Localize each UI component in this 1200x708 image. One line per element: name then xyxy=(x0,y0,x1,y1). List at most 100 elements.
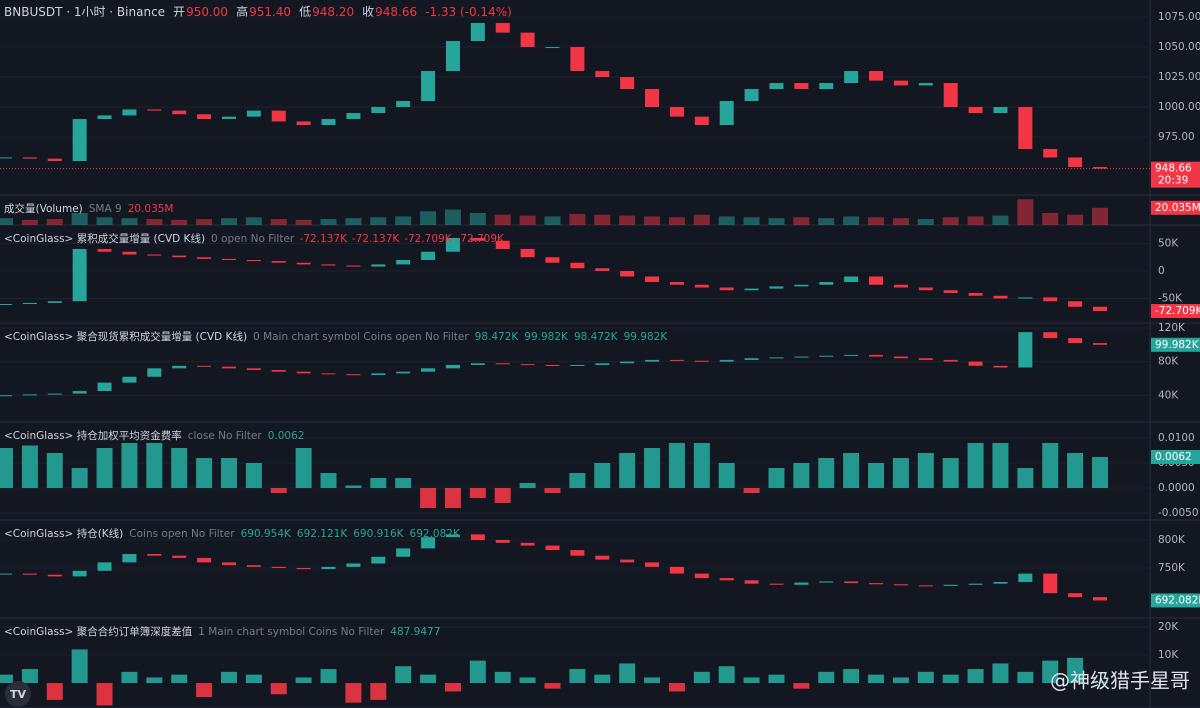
header-item: -1.33 (-0.14%) xyxy=(425,5,512,19)
bar xyxy=(892,458,909,488)
bar xyxy=(295,448,312,488)
header-item: 收 xyxy=(362,5,374,19)
candle xyxy=(296,371,311,374)
header-item: 950.00 xyxy=(186,5,228,19)
legend-item: 99.982K xyxy=(624,331,669,343)
bar xyxy=(121,218,138,225)
legend-item: 98.472K xyxy=(475,331,520,343)
bar xyxy=(0,218,13,225)
candle xyxy=(197,557,212,563)
candle xyxy=(421,537,436,549)
pane-legend: <CoinGlass> 持仓(K线) Coins open No Filter 69… xyxy=(4,527,461,540)
candle xyxy=(719,101,734,126)
bar xyxy=(146,677,163,684)
bar xyxy=(444,488,461,508)
candle xyxy=(819,282,834,285)
candle xyxy=(495,539,510,543)
candle xyxy=(545,257,560,263)
candle xyxy=(570,364,585,366)
candle xyxy=(470,237,485,241)
bar xyxy=(768,674,785,684)
candle xyxy=(296,262,311,265)
candle xyxy=(744,89,759,102)
candle xyxy=(620,271,635,277)
bar xyxy=(619,215,636,225)
candle xyxy=(719,578,734,581)
candle xyxy=(794,356,809,358)
y-tick-label: 0.0100 xyxy=(1158,432,1195,444)
legend-item: <CoinGlass> 累积成交量增量 (CVD K线) xyxy=(4,232,205,245)
candle xyxy=(1043,573,1058,594)
tv-logo[interactable]: TV xyxy=(5,681,31,707)
candle xyxy=(968,293,983,296)
candle xyxy=(893,80,908,86)
candle xyxy=(1018,297,1033,299)
bar xyxy=(644,677,661,684)
y-tick-label: 40K xyxy=(1158,389,1179,401)
bar xyxy=(420,674,437,684)
bar xyxy=(668,443,685,488)
bar xyxy=(370,217,387,225)
candle xyxy=(0,157,12,159)
bar xyxy=(370,478,387,488)
candle xyxy=(445,534,460,538)
bar xyxy=(469,213,486,225)
legend-item: -72.137K xyxy=(300,233,349,245)
bar xyxy=(121,443,138,488)
candle xyxy=(570,262,585,269)
bar xyxy=(668,217,685,225)
bar xyxy=(718,463,735,488)
candle xyxy=(719,287,734,291)
bar xyxy=(818,458,835,488)
candle xyxy=(122,251,137,255)
bar xyxy=(46,219,63,225)
y-tick-label: 800K xyxy=(1158,534,1186,546)
y-tick-label: 120K xyxy=(1158,322,1186,334)
bar xyxy=(942,217,959,225)
candle xyxy=(520,542,535,546)
y-tick-label: 1000.00 xyxy=(1158,101,1200,113)
candle xyxy=(72,248,87,302)
bar xyxy=(519,483,536,488)
candle xyxy=(968,361,983,366)
bar xyxy=(71,468,88,488)
bar xyxy=(1042,443,1059,488)
bar xyxy=(843,453,860,488)
bar xyxy=(569,669,586,684)
bar xyxy=(619,453,636,488)
bar xyxy=(171,674,188,684)
legend-item: 690.954K xyxy=(241,528,292,540)
bar xyxy=(992,663,1009,684)
header-item: 高 xyxy=(236,4,248,19)
bar xyxy=(718,666,735,684)
candle xyxy=(869,276,884,285)
candle xyxy=(221,366,236,369)
candle xyxy=(595,71,610,78)
candle xyxy=(271,110,286,122)
bar xyxy=(320,669,337,684)
candle xyxy=(47,574,62,577)
y-tick-label: 1050.00 xyxy=(1158,41,1200,53)
candle xyxy=(968,107,983,114)
legend-item: -72.709K xyxy=(404,233,453,245)
bar xyxy=(917,671,934,684)
candle xyxy=(1093,343,1107,345)
bar xyxy=(71,649,88,684)
candle xyxy=(570,47,585,72)
candle xyxy=(47,393,62,395)
candle xyxy=(744,358,759,360)
bar xyxy=(892,218,909,225)
candle xyxy=(22,302,37,305)
bar xyxy=(917,453,934,488)
candle xyxy=(694,573,709,579)
bar xyxy=(345,218,362,225)
bar xyxy=(96,683,113,706)
bar xyxy=(519,677,536,684)
candle xyxy=(396,371,411,374)
pane-legend: <CoinGlass> 聚合现货累积成交量增量 (CVD K线) 0 Main c… xyxy=(4,330,668,343)
candle xyxy=(694,116,709,126)
bar xyxy=(71,213,88,225)
legend-item: 690.916K xyxy=(353,528,404,540)
last-value-label: -72.709K xyxy=(1155,305,1200,317)
bar xyxy=(245,674,262,684)
